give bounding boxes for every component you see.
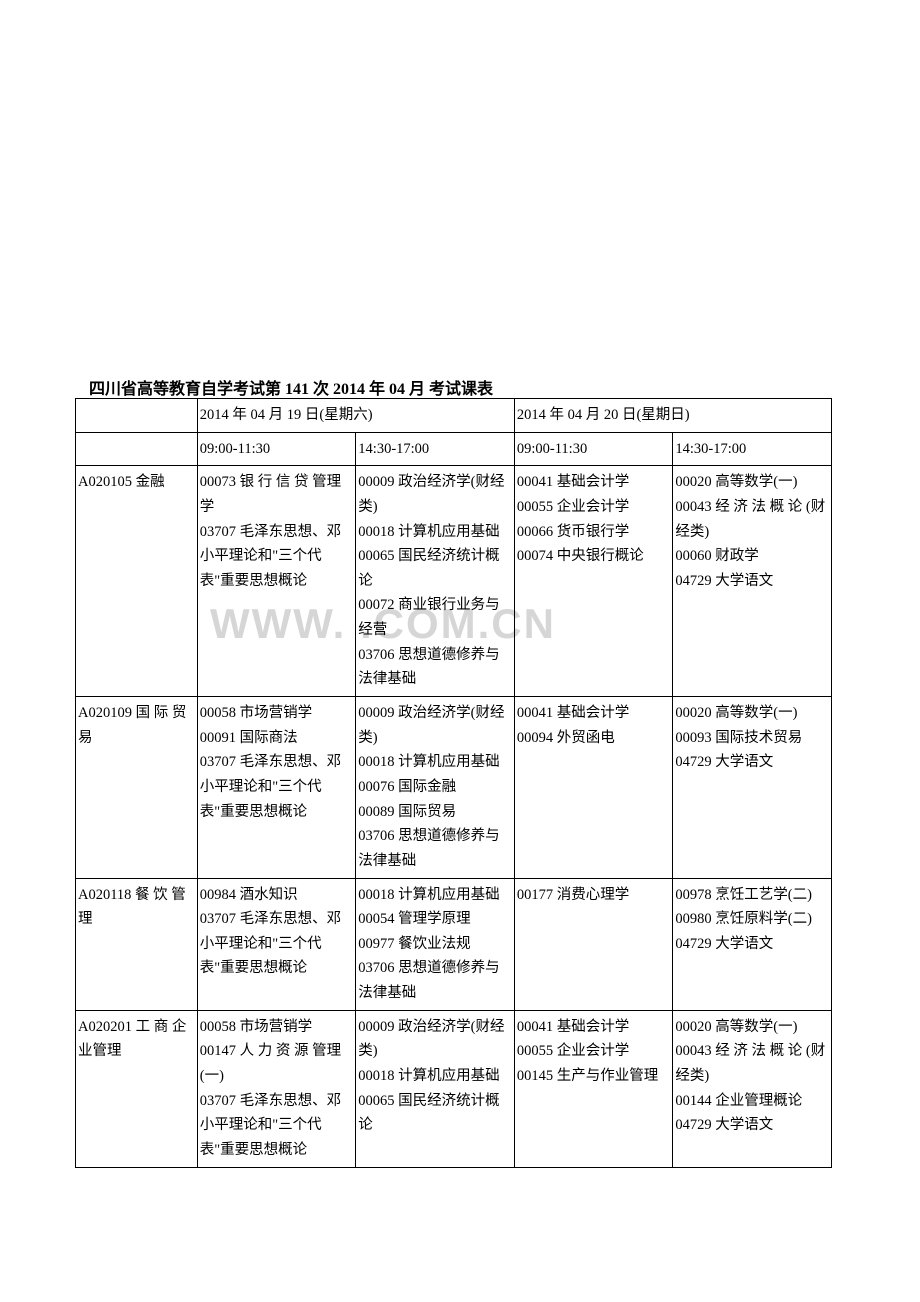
header-slot1: 09:00-11:30 bbox=[197, 432, 356, 466]
header-empty-cell bbox=[76, 432, 198, 466]
slot2-content: 00018 计算机应用基础 00054 管理学原理 00977 餐饮业法规 03… bbox=[356, 878, 515, 1010]
table-row: A020118 餐 饮 管理 00984 酒水知识 03707 毛泽东思想、邓小… bbox=[76, 878, 832, 1010]
slot3-content: 00041 基础会计学 00094 外贸函电 bbox=[514, 697, 673, 878]
page-title: 四川省高等教育自学考试第 141 次 2014 年 04 月 考试课表 bbox=[89, 375, 493, 399]
header-empty-cell bbox=[76, 399, 198, 433]
slot1-content: 00058 市场营销学 00091 国际商法 03707 毛泽东思想、邓小平理论… bbox=[197, 697, 356, 878]
slot2-content: 00009 政治经济学(财经类) 00018 计算机应用基础 00065 国民经… bbox=[356, 466, 515, 697]
course-code: A020109 国 际 贸易 bbox=[76, 697, 198, 878]
table-row: A020105 金融 00073 银 行 信 贷 管理学 03707 毛泽东思想… bbox=[76, 466, 832, 697]
course-code: A020105 金融 bbox=[76, 466, 198, 697]
table-row: A020201 工 商 企业管理 00058 市场营销学 00147 人 力 资… bbox=[76, 1010, 832, 1167]
table-header-row-days: 2014 年 04 月 19 日(星期六) 2014 年 04 月 20 日(星… bbox=[76, 399, 832, 433]
slot3-content: 00041 基础会计学 00055 企业会计学 00145 生产与作业管理 bbox=[514, 1010, 673, 1167]
slot1-content: 00058 市场营销学 00147 人 力 资 源 管理(一) 03707 毛泽… bbox=[197, 1010, 356, 1167]
header-slot2: 14:30-17:00 bbox=[356, 432, 515, 466]
slot4-content: 00020 高等数学(一) 00043 经 济 法 概 论 (财经类) 0006… bbox=[673, 466, 832, 697]
slot4-content: 00020 高等数学(一) 00043 经 济 法 概 论 (财经类) 0014… bbox=[673, 1010, 832, 1167]
course-code: A020201 工 商 企业管理 bbox=[76, 1010, 198, 1167]
course-code: A020118 餐 饮 管理 bbox=[76, 878, 198, 1010]
slot3-content: 00177 消费心理学 bbox=[514, 878, 673, 1010]
header-day1: 2014 年 04 月 19 日(星期六) bbox=[197, 399, 514, 433]
exam-schedule-table: 2014 年 04 月 19 日(星期六) 2014 年 04 月 20 日(星… bbox=[75, 398, 832, 1168]
slot2-content: 00009 政治经济学(财经类) 00018 计算机应用基础 00065 国民经… bbox=[356, 1010, 515, 1167]
table-header-row-times: 09:00-11:30 14:30-17:00 09:00-11:30 14:3… bbox=[76, 432, 832, 466]
slot1-content: 00984 酒水知识 03707 毛泽东思想、邓小平理论和"三个代表"重要思想概… bbox=[197, 878, 356, 1010]
header-slot3: 09:00-11:30 bbox=[514, 432, 673, 466]
slot4-content: 00978 烹饪工艺学(二) 00980 烹饪原料学(二) 04729 大学语文 bbox=[673, 878, 832, 1010]
slot2-content: 00009 政治经济学(财经类) 00018 计算机应用基础 00076 国际金… bbox=[356, 697, 515, 878]
table-row: A020109 国 际 贸易 00058 市场营销学 00091 国际商法 03… bbox=[76, 697, 832, 878]
header-slot4: 14:30-17:00 bbox=[673, 432, 832, 466]
header-day2: 2014 年 04 月 20 日(星期日) bbox=[514, 399, 831, 433]
slot4-content: 00020 高等数学(一) 00093 国际技术贸易 04729 大学语文 bbox=[673, 697, 832, 878]
slot1-content: 00073 银 行 信 贷 管理学 03707 毛泽东思想、邓小平理论和"三个代… bbox=[197, 466, 356, 697]
slot3-content: 00041 基础会计学 00055 企业会计学 00066 货币银行学 0007… bbox=[514, 466, 673, 697]
